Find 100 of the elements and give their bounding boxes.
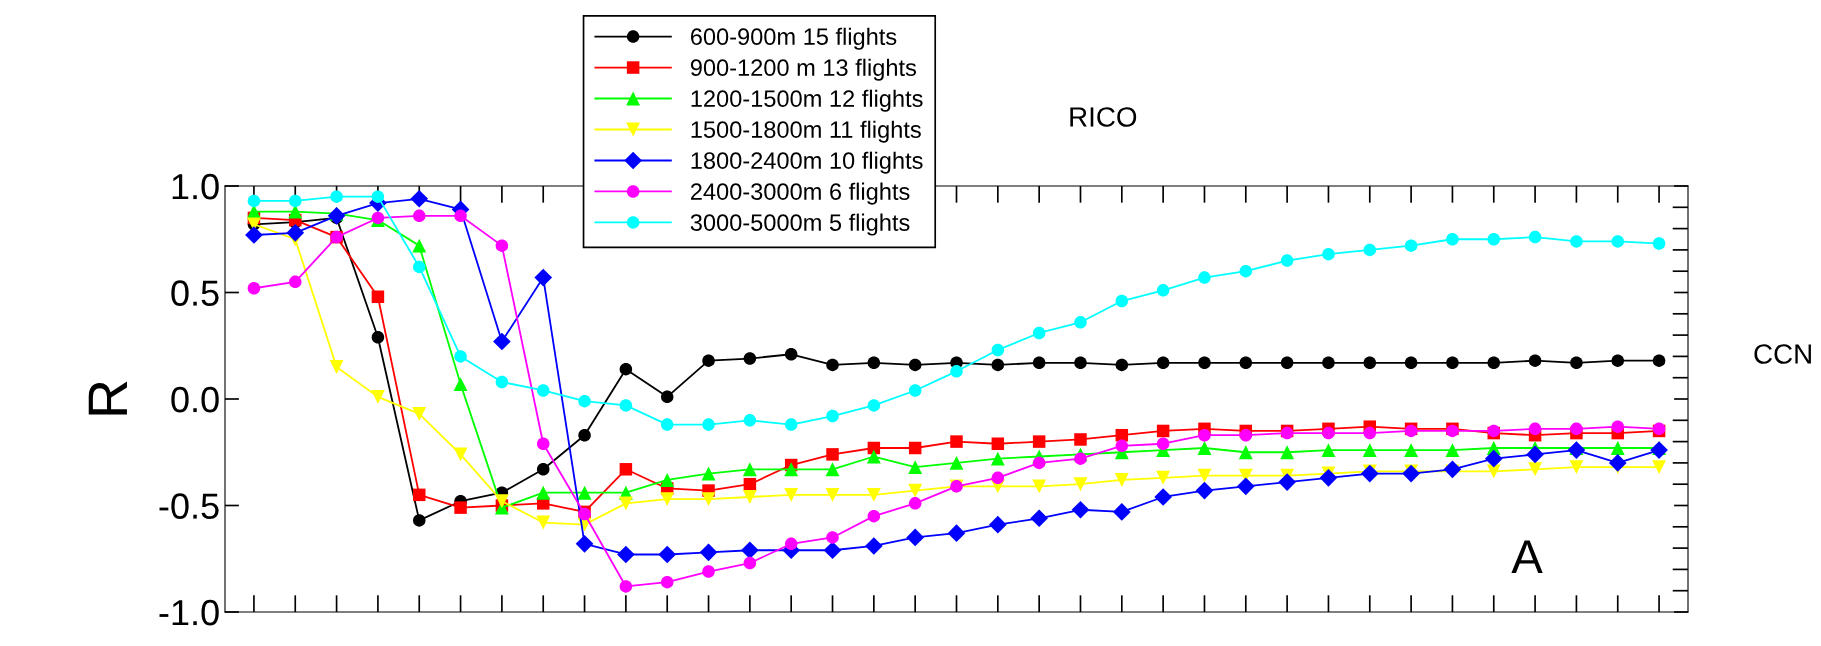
point (1030, 509, 1048, 528)
point (908, 358, 922, 372)
point (1032, 479, 1047, 494)
point (1608, 454, 1627, 472)
point (825, 487, 840, 502)
point (1484, 449, 1503, 468)
point (823, 541, 842, 560)
point (329, 360, 344, 374)
point (991, 358, 1005, 372)
point (1611, 420, 1624, 433)
point (867, 509, 881, 523)
point (1238, 445, 1253, 460)
point (1074, 452, 1087, 465)
point (1446, 356, 1459, 370)
point (619, 463, 633, 476)
point (1115, 439, 1129, 453)
point (536, 437, 550, 450)
point (908, 460, 923, 475)
chart-title: RICO (1070, 107, 1137, 127)
point (1239, 356, 1253, 370)
point (865, 537, 883, 555)
y-tick-label: 1.0 (172, 173, 219, 200)
point (1528, 422, 1542, 436)
point (1156, 470, 1171, 485)
point (453, 447, 468, 462)
legend-label: 1800-2400m 10 flights (691, 151, 923, 174)
point (950, 365, 963, 378)
point (577, 485, 592, 500)
point (743, 414, 757, 427)
point (495, 375, 509, 389)
point (1032, 456, 1046, 470)
legend-label: 2400-3000m 6 flights (690, 182, 910, 205)
point (784, 487, 799, 502)
point (289, 275, 302, 289)
point (1115, 294, 1129, 308)
point (866, 487, 881, 502)
point (784, 462, 799, 477)
point (289, 194, 302, 208)
point (1650, 441, 1668, 459)
point (454, 350, 467, 363)
point (536, 515, 551, 530)
point (660, 473, 675, 487)
point (536, 384, 550, 397)
point (908, 441, 922, 455)
point (1611, 354, 1624, 367)
point (991, 437, 1005, 450)
point (784, 418, 798, 431)
point (1445, 443, 1460, 458)
point (743, 352, 757, 365)
point (660, 418, 674, 431)
point (1570, 235, 1583, 248)
point (825, 462, 840, 477)
point (245, 226, 263, 244)
point (1156, 284, 1170, 297)
point (660, 390, 674, 404)
point (1652, 237, 1666, 250)
point (826, 448, 839, 461)
point (1195, 481, 1214, 500)
point (702, 418, 715, 431)
point (619, 399, 633, 412)
point (617, 545, 635, 564)
point (1071, 500, 1090, 519)
point (867, 356, 881, 370)
point (784, 348, 798, 361)
point (1198, 356, 1211, 370)
text: CCN (1754, 344, 1811, 364)
point (1319, 468, 1338, 487)
point (1446, 233, 1459, 246)
point (699, 543, 718, 562)
point (1611, 235, 1624, 248)
point (658, 545, 677, 564)
point (1074, 356, 1087, 370)
point (1074, 316, 1087, 329)
point (906, 528, 925, 547)
point (412, 406, 427, 421)
point (1280, 445, 1295, 460)
point (991, 471, 1005, 485)
annotation: A (1511, 540, 1543, 574)
point (619, 580, 633, 593)
point (1610, 441, 1625, 455)
point (534, 268, 553, 287)
point (618, 496, 633, 511)
point (1487, 356, 1501, 370)
legend-label: 600-900m 15 flights (690, 27, 897, 50)
point (990, 451, 1005, 466)
point (1404, 356, 1418, 370)
point (1239, 264, 1253, 278)
point (1443, 460, 1462, 479)
point (1567, 441, 1586, 459)
point (1404, 443, 1419, 458)
point (743, 556, 757, 570)
point (1528, 230, 1542, 244)
point (743, 477, 757, 491)
point (454, 501, 467, 514)
point (702, 565, 715, 578)
point (1114, 473, 1129, 487)
point (1198, 428, 1211, 442)
point (1280, 254, 1294, 267)
point (826, 358, 839, 372)
point (1197, 441, 1212, 455)
